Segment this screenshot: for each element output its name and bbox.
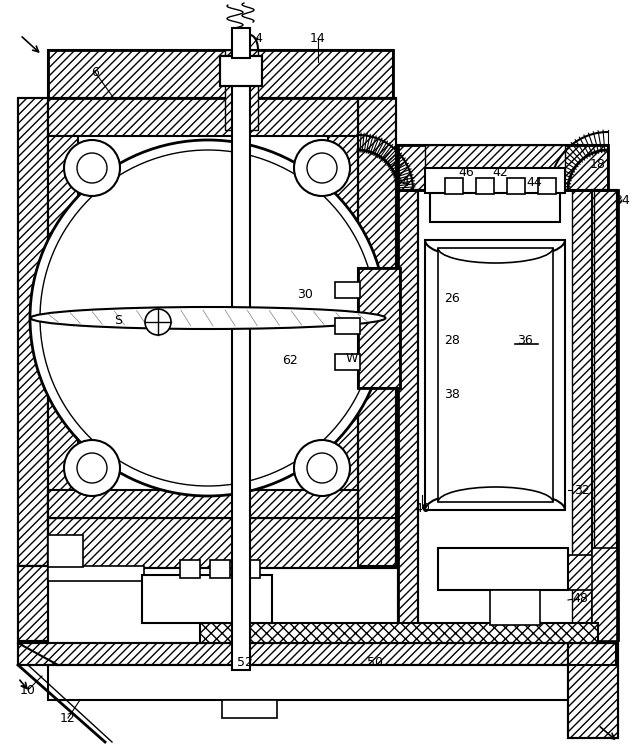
Bar (335, 318, 360, 334)
Bar (398, 145, 608, 190)
Bar (538, 178, 556, 194)
Bar (210, 560, 230, 578)
Bar (232, 28, 250, 58)
Bar (48, 50, 393, 98)
Bar (18, 643, 616, 665)
Bar (48, 665, 608, 700)
Bar (507, 178, 525, 194)
Bar (358, 98, 396, 566)
Text: 14: 14 (310, 32, 326, 44)
Circle shape (294, 140, 350, 196)
Text: 50: 50 (367, 656, 383, 669)
Bar (358, 268, 400, 388)
Text: 34: 34 (614, 193, 630, 207)
Bar (48, 518, 396, 568)
Text: 38: 38 (444, 389, 460, 402)
Circle shape (77, 453, 107, 483)
Bar (142, 575, 272, 623)
Bar (18, 98, 48, 566)
Text: 12: 12 (60, 711, 76, 724)
Bar (398, 190, 418, 640)
Bar (240, 560, 260, 578)
Bar (398, 190, 618, 640)
Bar (225, 50, 235, 130)
Bar (18, 566, 48, 641)
Text: 40: 40 (414, 502, 430, 514)
Circle shape (294, 440, 350, 496)
Text: 4: 4 (254, 32, 262, 44)
Bar (48, 98, 358, 136)
Bar (592, 190, 617, 640)
Bar (220, 56, 262, 86)
Text: 28: 28 (444, 333, 460, 347)
Bar (438, 548, 568, 590)
Text: 48: 48 (572, 592, 588, 605)
Bar (358, 268, 400, 388)
Text: 30: 30 (297, 289, 313, 302)
Circle shape (64, 140, 120, 196)
Text: 6: 6 (91, 65, 99, 78)
Text: 46: 46 (458, 165, 474, 178)
Bar (328, 136, 358, 518)
Bar (18, 98, 48, 566)
Bar (180, 560, 200, 578)
Bar (335, 354, 360, 370)
Text: 52: 52 (237, 656, 253, 669)
Bar (358, 98, 396, 566)
Bar (592, 548, 617, 641)
Bar (48, 490, 358, 518)
Circle shape (30, 140, 386, 496)
Bar (490, 590, 540, 625)
Bar (572, 190, 594, 640)
Circle shape (145, 309, 171, 335)
Text: S: S (114, 314, 122, 326)
Bar (398, 190, 418, 640)
Ellipse shape (31, 307, 385, 329)
Bar (335, 282, 360, 298)
Bar (425, 168, 565, 193)
Bar (200, 623, 598, 643)
Circle shape (307, 453, 337, 483)
Bar (445, 178, 463, 194)
Circle shape (64, 440, 120, 496)
Bar (568, 555, 596, 590)
Text: 44: 44 (526, 175, 542, 189)
Bar (222, 700, 277, 718)
Text: 36: 36 (517, 333, 533, 347)
Bar (48, 136, 78, 518)
Bar (568, 643, 618, 738)
Circle shape (77, 153, 107, 183)
Bar (438, 248, 553, 502)
Bar (398, 145, 608, 190)
Text: 62: 62 (282, 353, 298, 366)
Bar (430, 190, 560, 222)
Bar (48, 566, 144, 581)
Text: 42: 42 (492, 165, 508, 178)
Bar (232, 50, 250, 670)
Text: 18: 18 (590, 159, 606, 171)
Bar (48, 50, 393, 98)
Text: W: W (346, 351, 358, 365)
Bar (592, 190, 617, 640)
Bar (425, 240, 565, 510)
Bar (568, 643, 618, 738)
Bar (248, 50, 258, 130)
Circle shape (307, 153, 337, 183)
Bar (18, 643, 616, 665)
Bar (48, 535, 83, 567)
Text: 26: 26 (444, 292, 460, 305)
Text: 32: 32 (574, 484, 590, 496)
Bar (48, 518, 396, 568)
Text: 24: 24 (394, 175, 410, 189)
Bar (18, 566, 48, 641)
Bar (476, 178, 494, 194)
Text: 10: 10 (20, 684, 36, 696)
Bar (220, 56, 262, 86)
Bar (425, 145, 565, 170)
